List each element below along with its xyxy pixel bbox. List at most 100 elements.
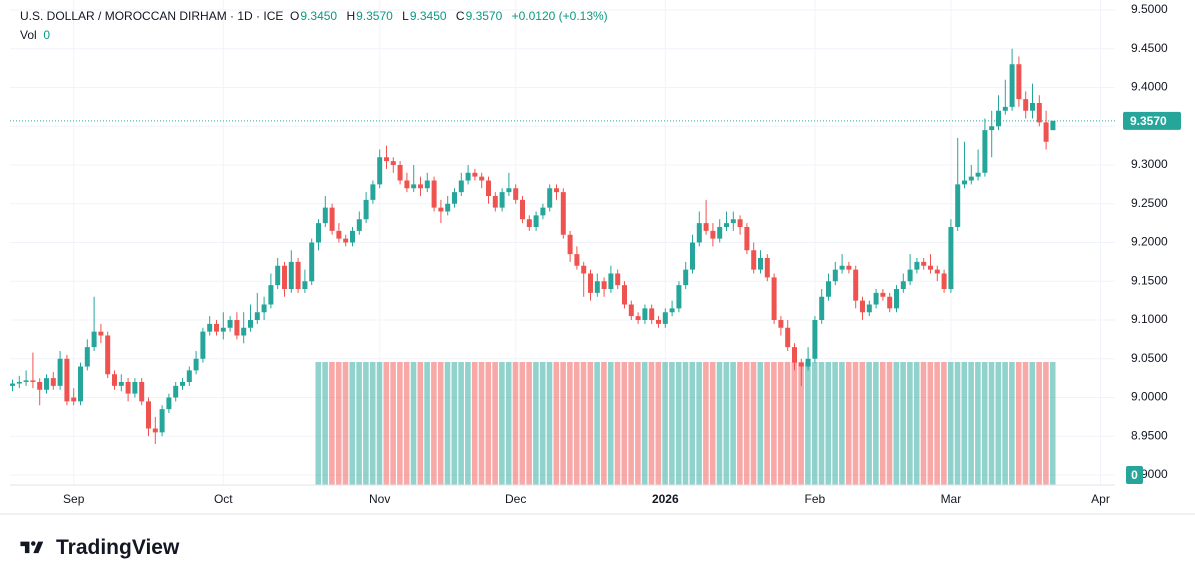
volume-bar	[601, 362, 607, 485]
volume-bar	[879, 362, 886, 485]
last-price-label: 9.3570	[1130, 114, 1167, 128]
volume-bar	[560, 362, 566, 485]
brand-name: TradingView	[56, 536, 180, 559]
volume-bar	[750, 362, 757, 485]
candle-body	[57, 358, 63, 386]
candle-body	[880, 292, 886, 297]
high-value: 9.3570	[356, 9, 393, 23]
volume-bar	[811, 362, 818, 485]
candle-body	[118, 382, 124, 386]
volume-bar	[798, 362, 804, 485]
candle-body	[486, 180, 491, 196]
volume-bar	[471, 362, 478, 485]
volume-bar	[621, 362, 628, 485]
candle-body	[23, 380, 29, 382]
candle-body	[588, 273, 593, 293]
candle-body	[506, 188, 512, 193]
volume-bar	[669, 362, 675, 485]
y-tick-label: 9.2500	[1131, 196, 1168, 210]
candle-body	[860, 300, 865, 313]
candle-body	[832, 269, 838, 282]
candle-body	[622, 285, 627, 305]
candle-body	[329, 207, 335, 231]
volume-bar	[791, 362, 798, 485]
candle-body	[193, 358, 199, 371]
candle-body	[30, 380, 36, 382]
candle-body	[261, 304, 267, 313]
candle-body	[1036, 103, 1042, 123]
candle-body	[540, 207, 546, 216]
candle-body	[275, 265, 281, 286]
y-tick-label: 9.0000	[1131, 390, 1168, 404]
close-label: C	[455, 9, 465, 23]
candle-body	[696, 223, 702, 243]
volume-bar	[485, 362, 492, 485]
volume-bar	[465, 362, 471, 485]
candle-body	[669, 308, 675, 313]
candle-body	[322, 207, 328, 224]
volume-bar	[580, 362, 587, 485]
volume-bar	[907, 362, 913, 485]
volume-bar	[968, 362, 974, 485]
candle-body	[513, 188, 519, 200]
candle-body	[16, 382, 22, 384]
candle-body	[125, 382, 131, 394]
volume-bar	[553, 362, 560, 485]
last-price-badge	[1123, 111, 1181, 130]
volume-bar	[369, 362, 376, 485]
volume-bar	[1049, 362, 1056, 485]
candle-body	[608, 273, 614, 289]
y-tick-label: 9.2000	[1131, 235, 1168, 249]
candle-body	[431, 180, 437, 208]
candle-body	[526, 219, 532, 227]
volume-bar	[635, 362, 641, 485]
candle-body	[601, 281, 607, 289]
candle-body	[662, 312, 668, 324]
candle-body	[248, 320, 253, 328]
volume-bar	[852, 362, 859, 485]
volume-bar	[716, 362, 723, 485]
brand: TradingView	[14, 536, 179, 560]
volume-bar	[866, 362, 872, 485]
volume-label: Vol	[20, 28, 37, 42]
volume-bar	[825, 362, 832, 485]
x-tick-label: Mar	[941, 492, 962, 506]
volume-bar	[397, 362, 403, 485]
volume-bar	[893, 362, 900, 485]
candle-body	[50, 378, 56, 386]
volume-bar	[567, 362, 573, 485]
volume-bar	[451, 362, 458, 485]
volume-bar	[703, 362, 709, 485]
candle-body	[91, 331, 97, 348]
volume-bar	[539, 362, 546, 485]
candle-body	[424, 180, 430, 189]
low-value: 9.3450	[409, 9, 447, 23]
candle-body	[105, 335, 111, 375]
candle-body	[350, 230, 355, 243]
volume-bar	[641, 362, 648, 485]
x-tick-label: Nov	[369, 492, 390, 506]
candle-body	[1030, 103, 1035, 111]
candle-body	[336, 230, 342, 239]
volume-bar	[839, 362, 845, 485]
candle-body	[139, 382, 145, 402]
volume-bar	[628, 362, 634, 485]
candle-body	[853, 269, 859, 301]
volume-bar	[709, 362, 716, 485]
candle-body	[948, 227, 954, 289]
candle-body	[152, 428, 158, 433]
candle-body	[268, 285, 274, 305]
x-tick-label: Sep	[63, 492, 85, 506]
candle-body	[656, 320, 661, 324]
y-tick-label: 9.1500	[1131, 273, 1168, 287]
volume-bar	[1043, 362, 1049, 485]
candle-body	[173, 385, 179, 398]
volume-bar	[947, 362, 954, 485]
volume-bar	[913, 362, 920, 485]
volume-bar	[349, 362, 356, 485]
symbol-title: U.S. DOLLAR / MOROCCAN DIRHAM · 1D · ICE	[20, 9, 284, 23]
candle-body	[404, 180, 410, 189]
candle-body	[758, 258, 763, 270]
candle-body	[377, 157, 383, 185]
candle-body	[730, 219, 736, 224]
